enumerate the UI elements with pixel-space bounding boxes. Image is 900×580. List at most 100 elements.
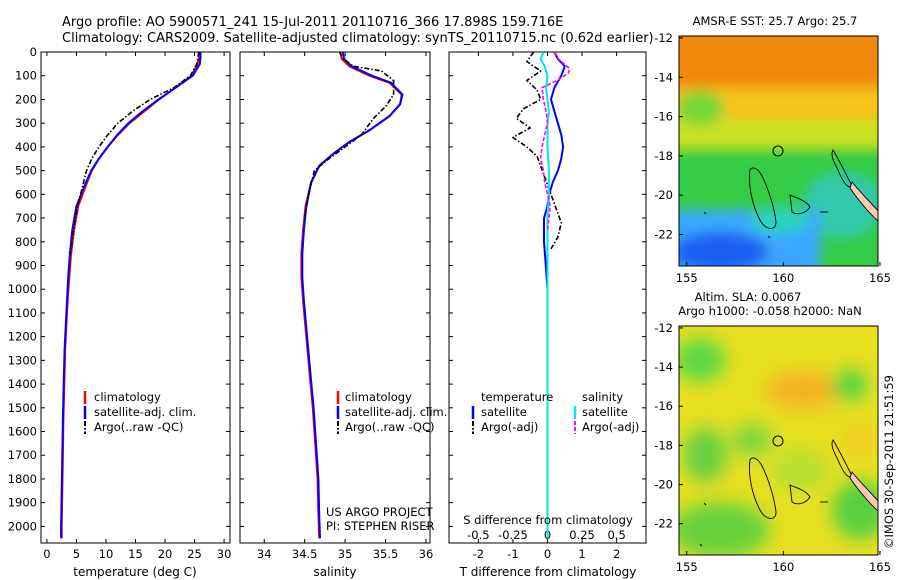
legend-label-t-argo: Argo(-adj) [481, 420, 538, 434]
lat-tick-label: -14 [654, 70, 673, 84]
x-tick-label: 36 [419, 547, 434, 561]
lon-tick-label: 165 [869, 560, 891, 574]
y-tick-label: 600 [15, 187, 37, 201]
lat-tick-label: -14 [654, 360, 673, 374]
salinity-ticks: 34 34.5 35 35.5 36 [240, 51, 434, 561]
temperature-ticks: 0100200300400500600700800900100011001200… [8, 45, 232, 561]
y-tick-label: 800 [15, 235, 37, 249]
salinity-xlabel: salinity [313, 565, 356, 579]
difference-legend: temperature salinity satellite Argo(-adj… [471, 390, 639, 434]
y-tick-label: 700 [15, 211, 37, 225]
imos-timestamp: ©IMOS 30-Sep-2011 21:51:59 [882, 375, 896, 549]
x-tick-label: 35.5 [373, 547, 399, 561]
sst-map-frame [678, 35, 879, 267]
legend-label-satellite-adj: satellite-adj. clim. [345, 405, 447, 419]
lat-tick-label: -18 [654, 438, 673, 452]
series-line-satellite-adj-clim- [60, 52, 202, 539]
lon-tick-label: 160 [772, 560, 794, 574]
project-pi: PI: STEPHEN RISER [326, 519, 435, 533]
project-name: US ARGO PROJECT [326, 505, 434, 519]
y-tick-label: 300 [15, 116, 37, 130]
x-tick-label: 0 [43, 547, 50, 561]
lat-tick-label: -22 [654, 228, 673, 242]
y-tick-label: 1300 [8, 353, 37, 367]
legend-title-salinity: salinity [582, 390, 623, 404]
lon-tick-label: 165 [869, 271, 891, 285]
x-tick-label: -2 [473, 547, 484, 561]
salinity-axes-box [239, 51, 431, 544]
y-tick-label: 1900 [8, 496, 37, 510]
legend-label-t-satellite: satellite [481, 405, 527, 419]
x-tick-label: 5 [73, 547, 80, 561]
x-tick-label: 34.5 [292, 547, 318, 561]
x-tick-label: 2 [613, 547, 620, 561]
s-difference-label: S difference from climatology [463, 513, 633, 527]
y-tick-label: 1200 [8, 330, 37, 344]
series-line-t-argo-adj- [512, 52, 563, 250]
y-tick-label: 1100 [8, 306, 37, 320]
x-tick-label: 10 [99, 547, 114, 561]
x-tick-label: 34 [257, 547, 272, 561]
lon-tick-label: 155 [676, 560, 698, 574]
sla-map-ticks: -12 -14 -16 -18 -20 -22 155 160 165 [654, 321, 891, 574]
lat-tick-label: -12 [654, 31, 673, 45]
x-tick-label: 30 [217, 547, 232, 561]
y-tick-label: 2000 [8, 519, 37, 533]
lat-tick-label: -12 [654, 321, 673, 335]
x-tick-label: 15 [128, 547, 143, 561]
temperature-axes-box [40, 51, 231, 544]
lat-tick-label: -20 [654, 478, 673, 492]
y-tick-label: 1400 [8, 377, 37, 391]
salinity-legend: climatology satellite-adj. clim. Argo(..… [336, 390, 447, 434]
s-tick-label: -0.25 [498, 528, 528, 542]
legend-label-s-argo: Argo(-adj) [582, 420, 639, 434]
figure-title-line1: Argo profile: AO 5900571_241 15-Jul-2011… [62, 15, 563, 30]
s-tick-label: 0.25 [569, 528, 595, 542]
lon-tick-label: 160 [772, 271, 794, 285]
t-difference-xlabel: T difference from climatology [459, 565, 637, 579]
y-tick-label: 900 [15, 258, 37, 272]
s-tick-label: 0.5 [607, 528, 625, 542]
y-tick-label: 1700 [8, 448, 37, 462]
lat-tick-label: -16 [654, 110, 673, 124]
temperature-series [60, 52, 202, 539]
lon-tick-label: 155 [676, 271, 698, 285]
figure-title-line2: Climatology: CARS2009. Satellite-adjuste… [62, 31, 654, 46]
lat-tick-label: -18 [654, 149, 673, 163]
legend-label-s-satellite: satellite [582, 405, 628, 419]
x-tick-label: 35 [338, 547, 353, 561]
series-line-s-argo-adj- [539, 52, 571, 230]
y-tick-label: 400 [15, 140, 37, 154]
sla-map-title-line2: Argo h1000: -0.058 h2000: NaN [678, 304, 862, 318]
legend-label-argo: Argo(..raw -QC) [345, 420, 435, 434]
salinity-series [300, 52, 404, 539]
series-line-argo-raw-qc- [69, 52, 200, 254]
lat-tick-label: -20 [654, 188, 673, 202]
x-tick-label: -1 [507, 547, 518, 561]
x-tick-label: 25 [187, 547, 202, 561]
legend-label-climatology: climatology [94, 390, 161, 404]
salinity-panel: 34 34.5 35 35.5 36 climatology satellite-adj… [239, 51, 447, 579]
x-tick-label: 1 [578, 547, 585, 561]
y-tick-label: 1600 [8, 425, 37, 439]
argo-position-marker-sla [772, 435, 784, 447]
legend-title-temperature: temperature [481, 390, 553, 404]
difference-panel: -2 -1 0 1 2-0.5 -0.25 0 0.25 0.5 temperature sal… [448, 51, 647, 579]
x-tick-label: 20 [158, 547, 173, 561]
sla-field [679, 326, 878, 555]
y-tick-label: 1500 [8, 401, 37, 415]
y-tick-label: 200 [15, 92, 37, 106]
argo-position-marker-sst [772, 145, 784, 157]
temperature-legend: climatology satellite-adj. clim. Argo(..… [83, 390, 196, 434]
sst-field [679, 36, 878, 266]
s-tick-label: -0.5 [467, 528, 489, 542]
lat-tick-label: -22 [654, 517, 673, 531]
series-line-argo-raw-qc- [303, 52, 395, 219]
y-tick-label: 100 [15, 69, 37, 83]
sst-map-title: AMSR-E SST: 25.7 Argo: 25.7 [693, 14, 858, 28]
temperature-xlabel: temperature (deg C) [73, 565, 196, 579]
temperature-panel: 0100200300400500600700800900100011001200… [8, 45, 232, 579]
sla-map: Altim. SLA: 0.0067 Argo h1000: -0.058 h2… [654, 290, 891, 574]
y-tick-label: 0 [30, 45, 37, 59]
